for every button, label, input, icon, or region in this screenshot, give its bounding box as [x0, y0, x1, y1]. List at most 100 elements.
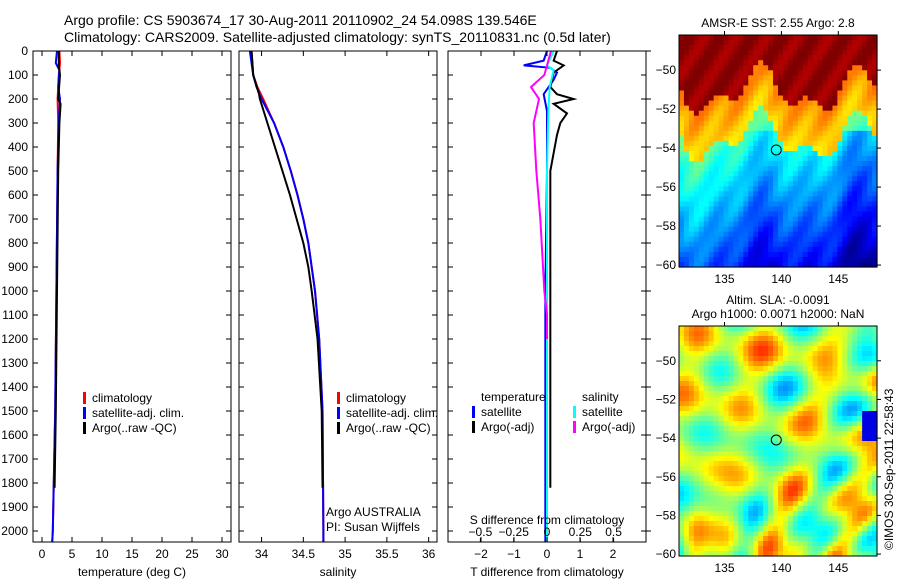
map-cell	[698, 406, 705, 412]
map-cell	[872, 476, 878, 482]
map-cell	[817, 246, 824, 253]
map-cell	[748, 526, 754, 532]
map-cell	[688, 546, 695, 552]
map-cell	[842, 70, 848, 76]
map-cell	[718, 65, 725, 71]
map-cell	[852, 371, 858, 377]
map-cell	[778, 376, 784, 382]
map-cell	[787, 176, 794, 182]
map-cell	[753, 191, 759, 197]
map-cell	[713, 421, 720, 427]
map-cell	[807, 421, 814, 427]
map-cell	[872, 371, 878, 377]
map-cell	[688, 421, 695, 427]
map-cell	[872, 241, 878, 248]
map-cell	[698, 151, 705, 157]
map-cell	[822, 181, 829, 187]
map-cell	[679, 50, 685, 56]
map-cell	[797, 426, 804, 432]
map-cell	[743, 151, 749, 157]
map-cell	[688, 201, 695, 208]
map-cell	[738, 130, 744, 137]
map-cell	[753, 426, 759, 432]
map-cell	[768, 60, 774, 66]
map-cell	[832, 361, 838, 367]
map-cell	[688, 256, 695, 263]
map-cell	[763, 446, 769, 452]
map-cell	[837, 151, 843, 157]
map-cell	[733, 476, 739, 482]
map-cell	[728, 120, 735, 127]
map-cell	[792, 401, 799, 407]
map-cell	[802, 186, 809, 192]
map-cell	[792, 206, 799, 213]
map-cell	[698, 105, 705, 112]
map-cell	[763, 201, 769, 208]
map-cell	[792, 346, 799, 352]
map-cell	[787, 211, 794, 218]
map-cell	[693, 211, 700, 218]
map-cell	[703, 406, 710, 412]
map-cell	[782, 506, 789, 512]
map-cell	[857, 176, 863, 182]
y-tick-label: −58	[656, 219, 677, 233]
map-cell	[718, 115, 725, 122]
map-cell	[723, 381, 730, 387]
map-cell	[782, 80, 789, 87]
map-cell	[738, 45, 744, 51]
map-cell	[738, 361, 744, 367]
map-cell	[872, 246, 878, 253]
legend-swatch	[83, 422, 86, 434]
map-cell	[847, 486, 853, 492]
map-cell	[807, 196, 814, 203]
map-cell	[807, 256, 814, 263]
map-cell	[773, 506, 779, 512]
map-cell	[773, 371, 779, 377]
map-cell	[778, 120, 784, 127]
map-cell	[807, 456, 814, 462]
map-cell	[703, 40, 710, 46]
map-cell	[703, 346, 710, 352]
map-cell	[787, 486, 794, 492]
map-cell	[698, 35, 705, 41]
map-cell	[753, 140, 759, 147]
map-cell	[842, 486, 848, 492]
map-cell	[713, 70, 720, 76]
map-cell	[787, 531, 794, 537]
map-cell	[857, 541, 863, 547]
map-cell	[698, 221, 705, 228]
map-cell	[867, 326, 873, 332]
map-cell	[812, 145, 819, 152]
map-cell	[802, 551, 809, 557]
map-cell	[847, 115, 853, 122]
map-cell	[768, 35, 774, 41]
map-cell	[763, 45, 769, 51]
map-cell	[842, 506, 848, 512]
map-cell	[688, 135, 695, 142]
map-cell	[679, 221, 685, 228]
y-tick-label: 1800	[1, 476, 28, 490]
map-cell	[857, 85, 863, 92]
map-cell	[832, 251, 838, 258]
map-cell	[802, 236, 809, 243]
map-cell	[708, 491, 715, 497]
map-cell	[743, 246, 749, 253]
map-cell	[728, 451, 735, 457]
map-title: Argo h1000: 0.0071 h2000: NaN	[692, 307, 865, 321]
map-cell	[782, 45, 789, 51]
map-cell	[703, 100, 710, 107]
map-cell	[847, 516, 853, 522]
map-cell	[867, 90, 873, 97]
map-cell	[802, 346, 809, 352]
map-cell	[787, 236, 794, 243]
map-cell	[872, 45, 878, 51]
map-cell	[738, 326, 744, 332]
map-cell	[778, 161, 784, 167]
map-cell	[713, 426, 720, 432]
map-cell	[753, 441, 759, 447]
map-cell	[768, 80, 774, 87]
map-cell	[857, 526, 863, 532]
map-cell	[693, 186, 700, 192]
map-cell	[683, 145, 690, 152]
map-cell	[817, 80, 824, 87]
